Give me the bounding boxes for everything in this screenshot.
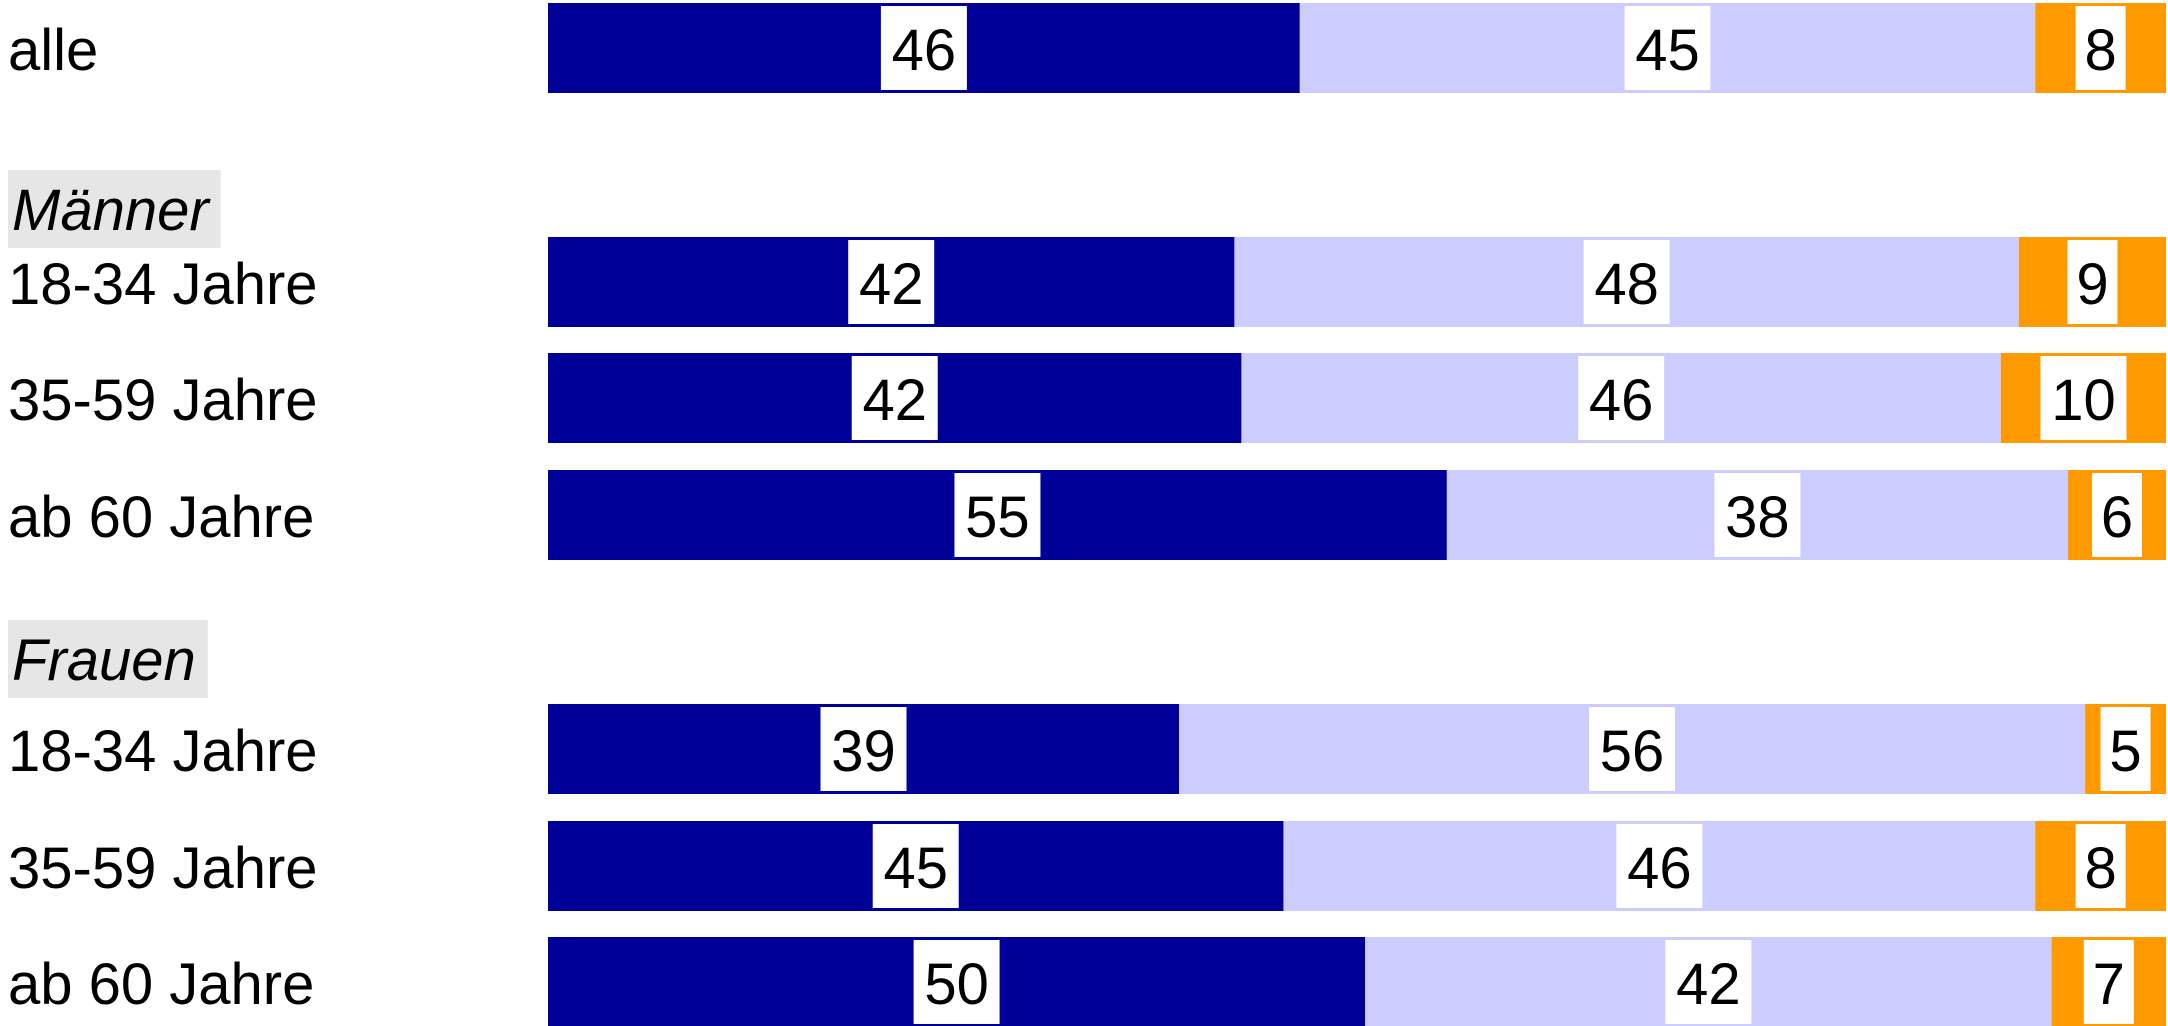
data-label: 8 bbox=[2084, 18, 2116, 83]
data-label-background bbox=[2040, 356, 2127, 440]
data-label: 8 bbox=[2084, 836, 2116, 901]
data-label-background bbox=[2067, 240, 2118, 324]
group-header-0: Männer bbox=[8, 170, 221, 248]
data-label: 48 bbox=[1594, 252, 1659, 317]
data-label: 9 bbox=[2076, 252, 2108, 317]
data-label: 45 bbox=[1635, 18, 1700, 83]
row-label: 18-34 Jahre bbox=[8, 719, 318, 784]
bar-row: ab 60 Jahre 50 42 7 bbox=[8, 937, 2166, 1026]
data-label-background bbox=[851, 356, 938, 440]
data-label-background bbox=[1589, 707, 1676, 791]
data-label-background bbox=[820, 707, 907, 791]
data-label-background bbox=[1714, 473, 1801, 557]
data-label-background bbox=[2091, 473, 2142, 557]
row-label: 18-34 Jahre bbox=[8, 252, 318, 317]
group-label-background bbox=[8, 620, 208, 698]
data-label: 10 bbox=[2051, 368, 2116, 433]
data-label-background bbox=[2083, 940, 2134, 1024]
data-label: 42 bbox=[1676, 952, 1741, 1017]
group-label: Frauen bbox=[12, 628, 196, 693]
data-label: 5 bbox=[2109, 719, 2141, 784]
data-label: 6 bbox=[2101, 485, 2133, 550]
bar-row: 18-34 Jahre 39 56 5 bbox=[8, 704, 2166, 794]
data-label-background bbox=[2100, 707, 2151, 791]
data-label-background bbox=[1624, 6, 1711, 90]
row-label: ab 60 Jahre bbox=[8, 952, 314, 1017]
bar-row: 35-59 Jahre 42 46 10 bbox=[8, 353, 2166, 443]
group-header-1: Frauen bbox=[8, 620, 208, 698]
data-label-background bbox=[954, 473, 1041, 557]
data-label: 56 bbox=[1600, 719, 1665, 784]
data-label: 46 bbox=[1627, 836, 1692, 901]
data-label-background bbox=[2075, 824, 2126, 908]
data-label: 45 bbox=[883, 836, 948, 901]
data-label-background bbox=[2075, 6, 2126, 90]
data-label: 55 bbox=[965, 485, 1030, 550]
bar-row: ab 60 Jahre 55 38 6 bbox=[8, 470, 2166, 560]
data-label: 46 bbox=[1589, 368, 1654, 433]
data-label-background bbox=[1616, 824, 1703, 908]
data-label: 42 bbox=[862, 368, 927, 433]
row-label: 35-59 Jahre bbox=[8, 836, 318, 901]
data-label: 38 bbox=[1725, 485, 1790, 550]
bar-row: alle 46 45 8 bbox=[8, 3, 2166, 93]
group-label: Männer bbox=[12, 178, 211, 243]
data-label-background bbox=[1583, 240, 1670, 324]
group-label-background bbox=[8, 170, 221, 248]
data-label-background bbox=[1665, 940, 1752, 1024]
data-label-background bbox=[913, 940, 1000, 1024]
data-label-background bbox=[872, 824, 959, 908]
data-label: 50 bbox=[924, 952, 989, 1017]
data-label: 7 bbox=[2093, 952, 2125, 1017]
row-label: 35-59 Jahre bbox=[8, 368, 318, 433]
data-label: 46 bbox=[892, 18, 957, 83]
data-label-background bbox=[1578, 356, 1665, 440]
data-label: 42 bbox=[859, 252, 924, 317]
data-label: 39 bbox=[831, 719, 896, 784]
row-label: alle bbox=[8, 18, 98, 83]
bar-row: 18-34 Jahre 42 48 9 bbox=[8, 237, 2166, 327]
bar-row: 35-59 Jahre 45 46 8 bbox=[8, 821, 2166, 911]
row-label: ab 60 Jahre bbox=[8, 485, 314, 550]
data-label-background bbox=[880, 6, 967, 90]
data-label-background bbox=[848, 240, 935, 324]
